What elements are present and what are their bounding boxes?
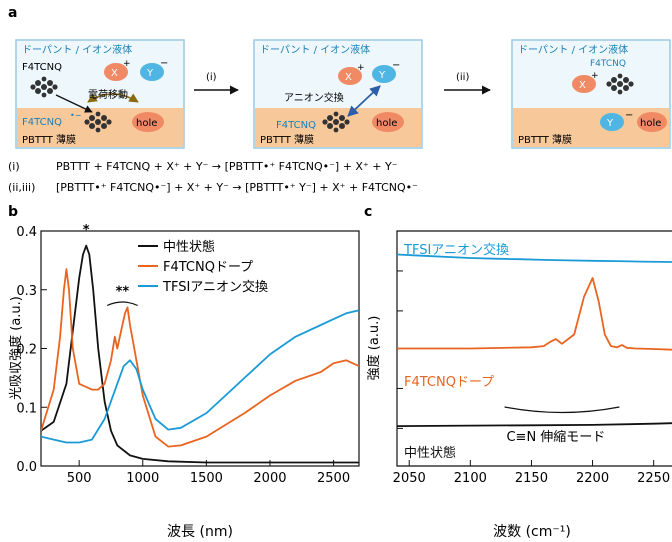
c-annotation: C≡N 伸縮モード: [506, 429, 605, 445]
b-series-line-2: [41, 309, 359, 444]
b-xtick-label: 1500: [190, 471, 223, 486]
b-ytick-label: 0.4: [16, 225, 37, 240]
panel-b-letter: b: [8, 204, 18, 220]
box3-film-anion-label: Y: [606, 118, 614, 129]
b-ytick-label: 0.1: [16, 401, 37, 416]
b-series-line-1: [41, 268, 359, 448]
box1-film-label: PBTTT 薄膜: [22, 133, 76, 146]
panel-c-letter: c: [364, 204, 372, 220]
box1-charge-transfer-arrow: [87, 93, 139, 103]
step-ii-label: (ii): [456, 72, 469, 83]
box3-title: ドーパント / イオン液体: [518, 43, 628, 56]
schematic-box-3: ドーパント / イオン液体 F4TCNQ X + Y − hole PBTTT …: [511, 39, 671, 149]
box1-hole-icon: [132, 112, 164, 132]
box1-anion-label: Y: [146, 68, 154, 79]
equation-2: [PBTTT•⁺ F4TCNQ•⁻] + X⁺ + Y⁻ → [PBTTT•⁺ …: [56, 181, 418, 194]
b-xtick-label: 2500: [317, 471, 350, 486]
b-series-line-0: [41, 244, 359, 464]
c-series-label: 中性状態: [404, 445, 456, 461]
box1-film-dopant-charge: •−: [70, 111, 81, 120]
box2-cation-charge: +: [357, 63, 365, 73]
box1-cation-label: X: [111, 68, 118, 79]
box1-title: ドーパント / イオン液体: [22, 43, 132, 56]
box1-film-dopant-label: F4TCNQ: [22, 117, 62, 128]
box3-cation-charge: +: [591, 71, 599, 81]
box2-film-label: PBTTT 薄膜: [260, 133, 314, 146]
b-legend-label: 中性状態: [163, 239, 215, 255]
box3-hole-label: hole: [640, 118, 661, 129]
c-series-line-2: [397, 422, 672, 427]
schematic-box-1: ドーパント / イオン液体 F4TCNQ X + Y − 電荷移動 F4TCNQ…: [15, 39, 185, 149]
b-legend-label: TFSIアニオン交換: [162, 279, 268, 295]
c-series-line-0: [397, 253, 672, 263]
c-xtick-label: 2150: [515, 471, 548, 486]
box1-cation-icon: [104, 63, 128, 81]
box1-dopant-label: F4TCNQ: [22, 62, 62, 73]
box2-anion-charge: −: [392, 60, 400, 71]
equation-1: PBTTT + F4TCNQ + X⁺ + Y⁻ → [PBTTT•⁺ F4TC…: [56, 160, 398, 173]
panel-b-absorption-chart: b 500 1000 1500 2000 2500 0.0 0.1 0.2 0.3 0.4 中性状…: [8, 204, 360, 540]
c-xtick-label: 2200: [576, 471, 609, 486]
c-xtick-label: 2250: [637, 471, 670, 486]
b-xtick-label: 1000: [126, 471, 159, 486]
b-ytick-label: 0.0: [16, 460, 37, 475]
box2-exchange-arrow: [347, 85, 381, 117]
box2-anion-icon: [372, 65, 396, 83]
c-xtick-label: 2100: [454, 471, 487, 486]
box1-hole-label: hole: [136, 118, 157, 129]
panel-b-xlabel: 波長 (nm): [167, 524, 233, 540]
box2-cation-icon: [338, 67, 362, 85]
c-annotation-bracket: [504, 406, 620, 414]
b-xtick-label: 500: [67, 471, 92, 486]
b-ytick-label: 0.2: [16, 343, 37, 358]
box1-cation-charge: +: [123, 59, 131, 69]
box1-anion-icon: [140, 63, 164, 81]
box2-hole-label: hole: [376, 118, 397, 129]
equation-1-tag: (i): [8, 160, 20, 173]
box2-exchange-label: アニオン交換: [284, 91, 344, 104]
b-annotation-bracket: [106, 301, 138, 307]
c-series-label: TFSIアニオン交換: [403, 242, 509, 258]
b-annotation: *: [83, 223, 90, 238]
b-legend-label: F4TCNQドープ: [163, 260, 253, 275]
panel-c-raman-chart: c 2050 2100 2150 2200 2250 TFSIアニオン交換 F4TCNQド…: [364, 204, 672, 540]
box2-film-dopant-label: F4TCNQ: [276, 120, 316, 131]
box3-film-anion-charge: −: [625, 110, 633, 121]
panel-b-ylabel: 光吸収強度 (a.u.): [8, 296, 24, 400]
step-i-label: (i): [206, 72, 217, 83]
box2-cation-label: X: [345, 72, 352, 83]
box1-anion-charge: −: [160, 58, 168, 69]
box1-charge-transfer-label: 電荷移動: [88, 88, 128, 101]
c-series-label: F4TCNQドープ: [404, 375, 494, 390]
b-annotation: **: [116, 285, 130, 300]
box3-film-anion-icon: [600, 113, 624, 131]
box3-released-dopant-label: F4TCNQ: [590, 59, 626, 69]
box3-film-label: PBTTT 薄膜: [518, 133, 572, 146]
b-xtick-label: 2000: [253, 471, 286, 486]
box2-title: ドーパント / イオン液体: [260, 43, 370, 56]
c-series-line-1: [397, 277, 672, 351]
schematic-box-2: ドーパント / イオン液体 X + Y − アニオン交換 F4TCNQ hole…: [253, 39, 423, 149]
box3-hole-icon: [637, 112, 667, 132]
box3-cation-label: X: [579, 80, 586, 91]
panel-c-ylabel: 強度 (a.u.): [366, 316, 382, 381]
box2-anion-label: Y: [378, 70, 386, 81]
b-ytick-label: 0.3: [16, 284, 37, 299]
panel-c-xlabel: 波数 (cm⁻¹): [493, 524, 571, 540]
panel-a-letter: a: [8, 5, 17, 21]
c-xtick-label: 2050: [393, 471, 426, 486]
equation-2-tag: (ii,iii): [8, 181, 35, 194]
panel-a-schematic: a ドーパント / イオン液体 F4TCNQ X + Y − 電荷移動 F4TC…: [8, 5, 671, 194]
box1-insertion-arrow: [55, 94, 93, 113]
box2-hole-icon: [372, 112, 404, 132]
box3-cation-icon: [572, 75, 596, 93]
